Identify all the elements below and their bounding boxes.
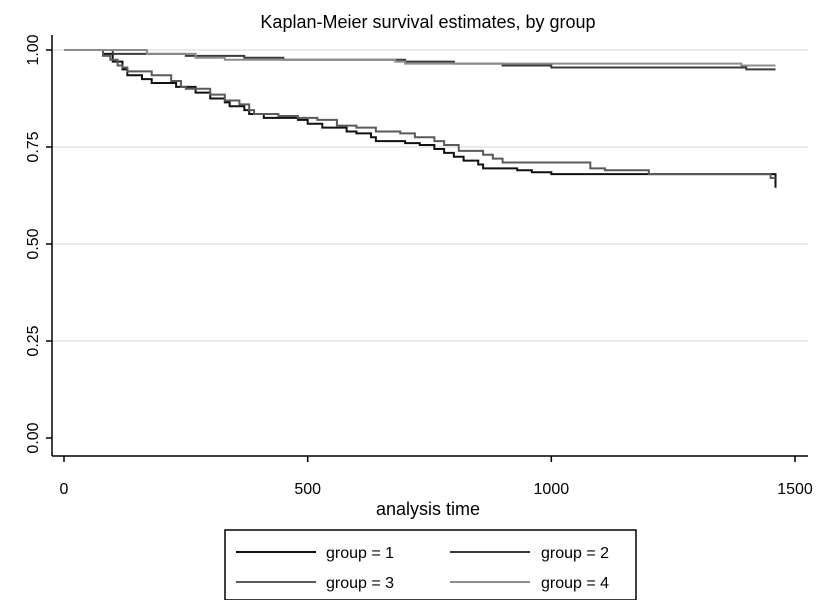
y-tick-label-1: 0.25	[25, 325, 42, 356]
x-tick-label-1: 500	[294, 481, 321, 498]
legend: group = 1 group = 2 group = 3 group = 4	[224, 529, 637, 600]
legend-label-group-2: group = 2	[541, 545, 609, 562]
y-tick-label-4: 1.00	[25, 34, 42, 65]
axes: 0.00 0.25 0.50 0.75 1.00 0 500 1000 1500	[25, 34, 813, 498]
series-line-group-4	[64, 49, 776, 67]
gridlines	[52, 49, 808, 342]
legend-label-group-4: group = 4	[541, 575, 609, 592]
y-tick-label-0: 0.00	[25, 422, 42, 453]
x-axis-title: analysis time	[376, 499, 480, 519]
legend-box	[224, 529, 637, 600]
series-line-group-3	[64, 49, 776, 180]
survival-curves	[64, 49, 777, 188]
legend-label-group-3: group = 3	[326, 575, 394, 592]
x-tick-label-0: 0	[60, 481, 69, 498]
legend-label-group-1: group = 1	[326, 545, 394, 562]
x-tick-label-3: 1500	[777, 481, 813, 498]
series-line-group-1	[64, 49, 777, 188]
chart-title: Kaplan-Meier survival estimates, by grou…	[260, 12, 595, 32]
x-tick-label-2: 1000	[534, 481, 570, 498]
y-tick-label-2: 0.50	[25, 228, 42, 259]
y-tick-label-3: 0.75	[25, 131, 42, 162]
